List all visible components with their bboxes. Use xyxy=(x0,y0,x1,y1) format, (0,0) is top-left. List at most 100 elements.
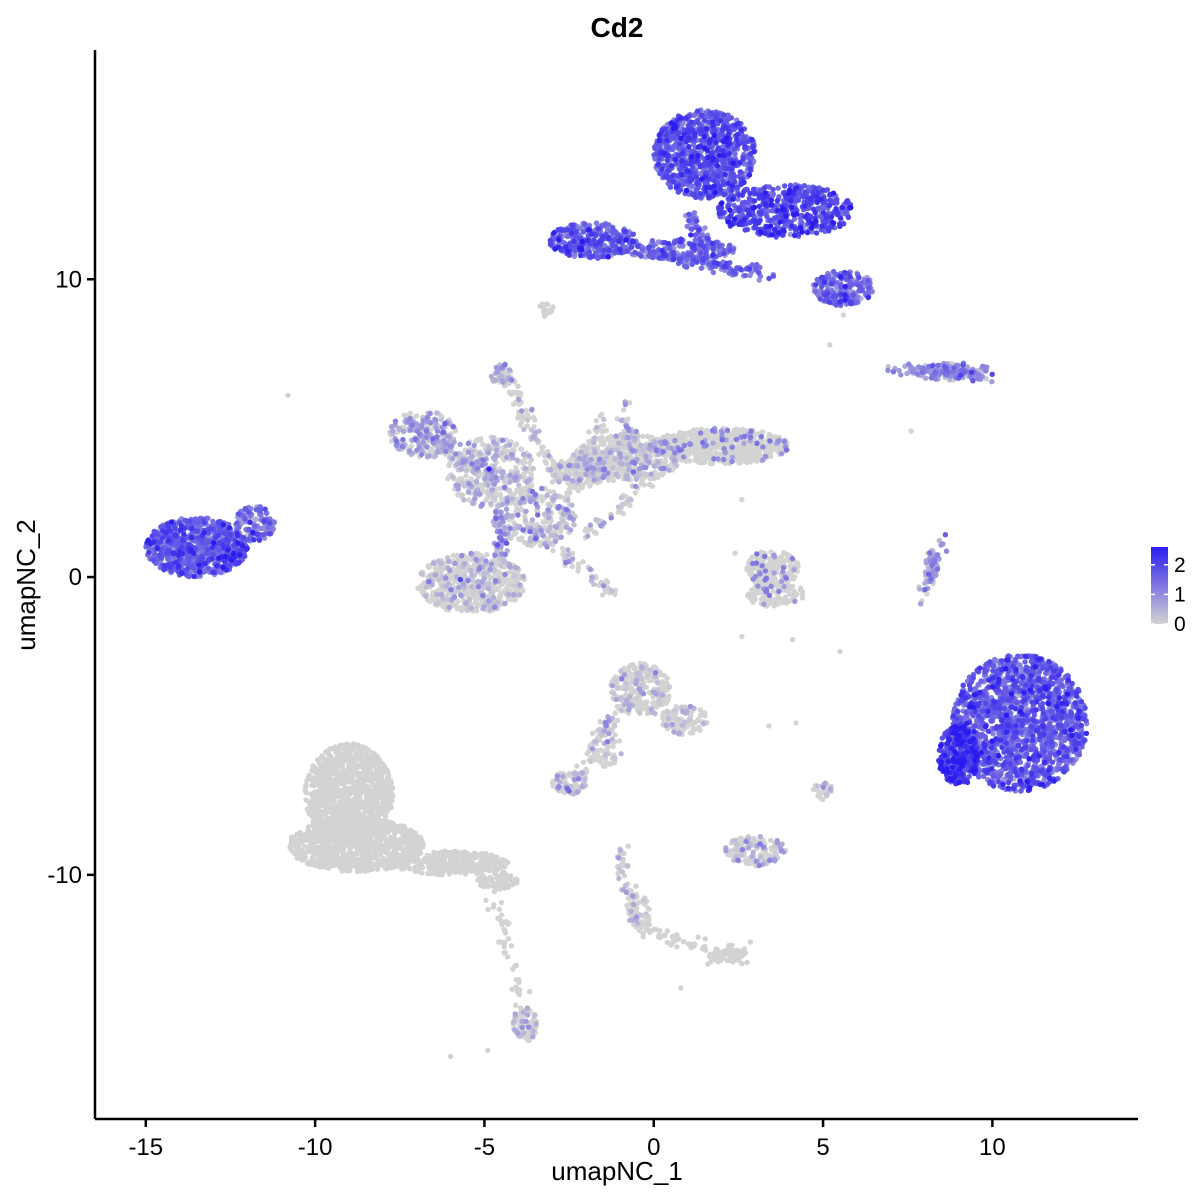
cell-point xyxy=(484,552,490,558)
cell-point xyxy=(360,756,366,762)
cell-point xyxy=(364,777,370,783)
cell-point xyxy=(287,843,293,849)
cell-point xyxy=(505,859,511,866)
cell-point xyxy=(310,792,316,799)
cell-point xyxy=(587,482,593,488)
cell-point xyxy=(493,486,500,492)
cell-point xyxy=(337,742,344,748)
cell-point xyxy=(334,752,341,758)
cell-point xyxy=(370,781,376,788)
cell-point xyxy=(329,806,335,813)
cell-point xyxy=(787,591,793,597)
cell-point xyxy=(372,843,378,850)
cell-point xyxy=(664,695,670,701)
cell-point xyxy=(343,856,350,863)
cell-point xyxy=(446,462,452,469)
cell-point xyxy=(330,811,336,817)
cell-point xyxy=(288,834,295,840)
cell-point xyxy=(357,837,363,843)
cell-point xyxy=(370,762,376,768)
cell-point xyxy=(355,817,361,824)
cell-point xyxy=(615,466,621,473)
cell-point xyxy=(702,713,708,719)
chart-title: Cd2 xyxy=(591,12,644,43)
cell-point xyxy=(543,518,549,525)
cell-point xyxy=(637,700,643,706)
cell-point xyxy=(694,453,701,459)
cell-point xyxy=(326,778,332,784)
cell-point xyxy=(748,449,755,455)
cell-point xyxy=(521,474,527,480)
cell-point xyxy=(445,475,451,482)
cell-point xyxy=(327,857,333,863)
cell-point xyxy=(400,858,406,864)
cell-point xyxy=(377,777,383,784)
cell-point xyxy=(626,663,633,670)
cell-point xyxy=(371,756,378,762)
cell-point xyxy=(346,791,352,797)
cell-point xyxy=(784,556,791,563)
cell-point xyxy=(344,841,350,848)
cell-point xyxy=(539,494,545,500)
cell-point xyxy=(374,819,380,825)
cell-point xyxy=(404,845,410,851)
cell-point xyxy=(790,576,797,582)
cell-point xyxy=(352,763,358,770)
cell-point xyxy=(550,783,556,789)
cell-point xyxy=(606,436,613,442)
cell-point xyxy=(320,780,326,786)
cell-point xyxy=(336,821,343,827)
cell-point xyxy=(781,549,787,556)
cell-point xyxy=(544,302,551,308)
cell-point xyxy=(450,850,457,856)
cell-point xyxy=(387,823,393,829)
cell-point xyxy=(376,807,382,814)
cell-point xyxy=(321,811,327,818)
cell-point xyxy=(740,448,747,454)
scatter-points xyxy=(143,107,1090,1060)
cell-point xyxy=(333,842,339,848)
cell-point xyxy=(775,596,781,602)
cell-point xyxy=(314,775,320,781)
cell-point xyxy=(346,764,352,771)
cell-point xyxy=(393,827,399,833)
cell-point xyxy=(799,589,806,595)
cell-point xyxy=(352,755,358,761)
cell-point xyxy=(295,843,301,850)
cell-point xyxy=(394,841,400,847)
cell-point xyxy=(474,593,480,600)
cell-point xyxy=(338,808,345,814)
cell-point xyxy=(367,862,373,868)
cell-point xyxy=(693,437,699,443)
cell-point xyxy=(702,450,708,456)
cell-point xyxy=(710,445,716,451)
cell-point xyxy=(387,834,393,840)
cell-point xyxy=(399,845,405,852)
cell-point xyxy=(765,599,772,605)
cell-point xyxy=(595,753,601,759)
cell-point xyxy=(420,840,426,846)
cell-point xyxy=(519,446,525,453)
cell-point xyxy=(610,477,616,484)
cell-point xyxy=(688,449,695,455)
cell-point xyxy=(333,855,339,861)
cell-point xyxy=(337,839,344,845)
cell-point xyxy=(466,497,472,503)
cell-point xyxy=(334,786,340,793)
cell-point xyxy=(304,860,311,867)
cell-point xyxy=(387,865,394,871)
cell-point xyxy=(376,773,382,779)
cell-point xyxy=(310,763,316,769)
cell-point xyxy=(458,607,464,613)
cell-point xyxy=(747,595,754,601)
cell-point xyxy=(353,863,359,870)
cell-point xyxy=(416,845,423,851)
cell-point xyxy=(499,577,506,583)
cell-point xyxy=(599,441,605,447)
cell-point xyxy=(610,743,616,749)
cell-point xyxy=(660,679,666,685)
cell-point xyxy=(373,851,380,857)
cell-point xyxy=(345,852,351,858)
cell-point xyxy=(478,436,484,442)
